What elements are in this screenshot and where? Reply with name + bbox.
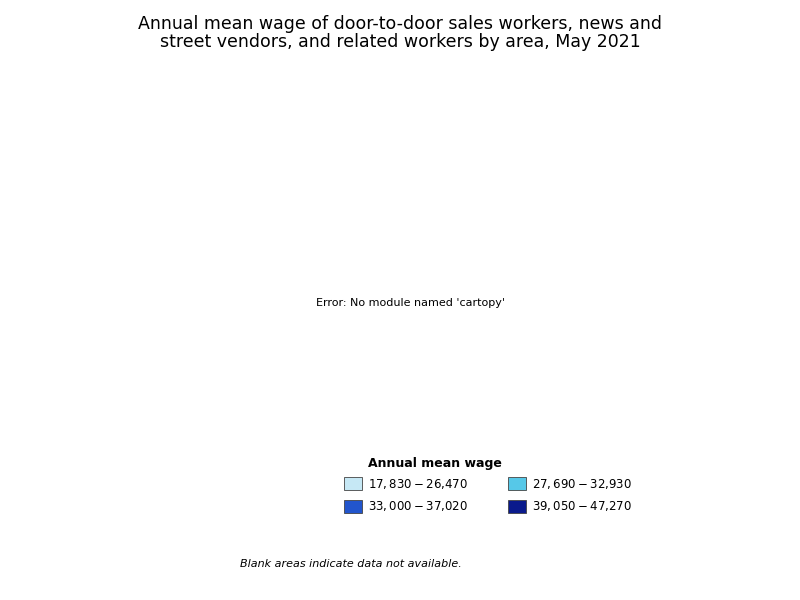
Text: $33,000 - $37,020: $33,000 - $37,020: [368, 499, 468, 514]
Text: Annual mean wage: Annual mean wage: [368, 457, 502, 470]
Text: Annual mean wage of door-to-door sales workers, news and: Annual mean wage of door-to-door sales w…: [138, 15, 662, 33]
Text: street vendors, and related workers by area, May 2021: street vendors, and related workers by a…: [160, 33, 640, 51]
Text: $27,690 - $32,930: $27,690 - $32,930: [532, 476, 632, 491]
Text: Blank areas indicate data not available.: Blank areas indicate data not available.: [240, 559, 462, 569]
Text: $39,050 - $47,270: $39,050 - $47,270: [532, 499, 632, 514]
Text: $17,830 - $26,470: $17,830 - $26,470: [368, 476, 468, 491]
Text: Error: No module named 'cartopy': Error: No module named 'cartopy': [315, 298, 505, 308]
